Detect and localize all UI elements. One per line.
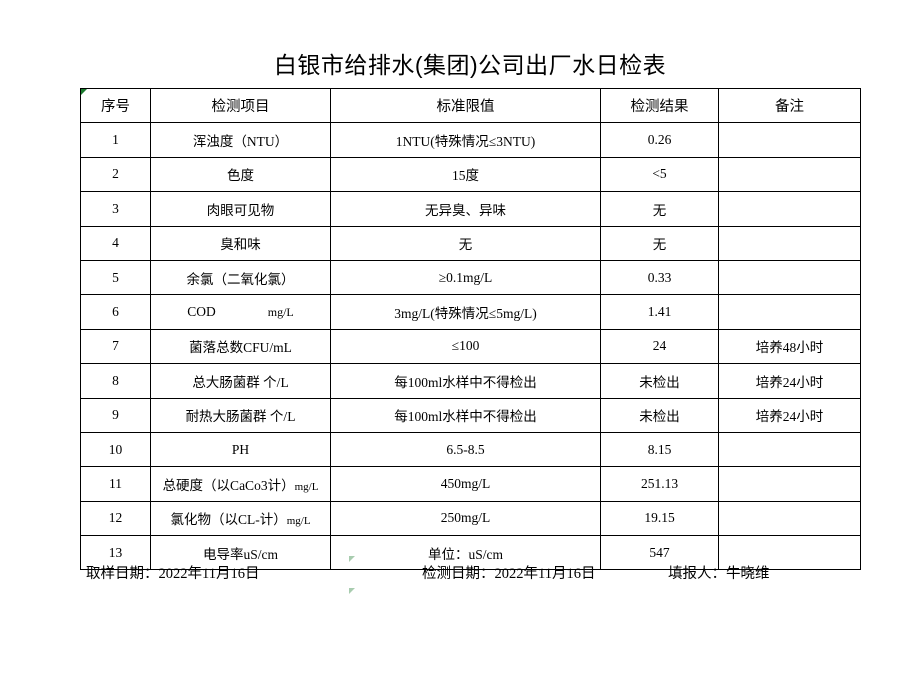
cell-result: 19.15 bbox=[600, 500, 719, 537]
table-row: 8 总大肠菌群 个/L 每100ml水样中不得检出 未检出 培养24小时 bbox=[80, 363, 861, 399]
table-row: 9 耐热大肠菌群 个/L 每100ml水样中不得检出 未检出 培养24小时 bbox=[80, 397, 861, 433]
table-header-row: 序号 检测项目 标准限值 检测结果 备注 bbox=[80, 87, 861, 124]
table-row: 12 氯化物（以CL-计）mg/L 250mg/L 19.15 bbox=[80, 500, 861, 537]
cell-result: 8.15 bbox=[600, 431, 719, 468]
daily-inspection-table-container: 序号 检测项目 标准限值 检测结果 备注 1 浑浊度（NTU） 1NTU(特殊情… bbox=[80, 87, 861, 571]
cell-note bbox=[718, 431, 861, 468]
cell-item: PH bbox=[150, 431, 331, 468]
cell-standard: 450mg/L bbox=[330, 466, 601, 502]
cell-item: 总硬度（以CaCo3计）mg/L bbox=[150, 466, 331, 502]
table-row: 4 臭和味 无 无 bbox=[80, 225, 861, 261]
cell-note bbox=[718, 259, 861, 296]
cell-no: 4 bbox=[80, 225, 151, 261]
cell-standard: 无异臭、异味 bbox=[330, 191, 601, 227]
cell-no: 2 bbox=[80, 156, 151, 193]
table-row: 3 肉眼可见物 无异臭、异味 无 bbox=[80, 191, 861, 227]
cell-standard: 3mg/L(特殊情况≤5mg/L) bbox=[330, 294, 601, 330]
cell-item: 电导率uS/cm bbox=[150, 535, 331, 571]
cell-item: 色度 bbox=[150, 156, 331, 193]
cell-item: 菌落总数CFU/mL bbox=[150, 328, 331, 365]
cell-standard: 250mg/L bbox=[330, 500, 601, 537]
table-row: 1 浑浊度（NTU） 1NTU(特殊情况≤3NTU) 0.26 bbox=[80, 122, 861, 158]
cell-standard: 每100ml水样中不得检出 bbox=[330, 363, 601, 399]
cell-result: 1.41 bbox=[600, 294, 719, 330]
cell-result: 24 bbox=[600, 328, 719, 365]
report-footer: 取样日期：2022年11月16日 检测日期：2022年11月16日 填报人：牛晓… bbox=[80, 562, 880, 586]
sample-date-label: 取样日期：2022年11月16日 bbox=[86, 566, 260, 582]
cell-note bbox=[718, 535, 861, 571]
cell-note: 培养24小时 bbox=[718, 397, 861, 433]
cell-no: 12 bbox=[80, 500, 151, 537]
column-header-no: 序号 bbox=[80, 87, 151, 124]
table-row: 13 电导率uS/cm 单位：uS/cm 547 bbox=[80, 535, 861, 571]
item-unit-text: mg/L bbox=[294, 480, 319, 493]
cell-result: 251.13 bbox=[600, 466, 719, 502]
cod-label: COD bbox=[187, 304, 216, 320]
cell-item: 浑浊度（NTU） bbox=[150, 122, 331, 158]
cell-no: 1 bbox=[80, 122, 151, 158]
cell-result: <5 bbox=[600, 156, 719, 193]
cell-result: 0.26 bbox=[600, 122, 719, 158]
cell-no: 8 bbox=[80, 363, 151, 399]
cell-item: 余氯（二氧化氯） bbox=[150, 259, 331, 296]
table-row: 6 COD mg/L 3mg/L(特殊情况≤5mg/L) 1.41 bbox=[80, 294, 861, 330]
cell-note bbox=[718, 466, 861, 502]
test-date-label: 检测日期：2022年11月16日 bbox=[422, 566, 596, 582]
item-main-text: 总硬度（以CaCo3计） bbox=[162, 477, 295, 493]
cell-item: 氯化物（以CL-计）mg/L bbox=[150, 500, 331, 537]
cell-item: 臭和味 bbox=[150, 225, 331, 261]
table-row: 2 色度 15度 <5 bbox=[80, 156, 861, 193]
cell-standard: 15度 bbox=[330, 156, 601, 193]
cell-note: 培养48小时 bbox=[718, 328, 861, 365]
item-unit-text: mg/L bbox=[286, 515, 311, 528]
page-title: 白银市给排水(集团)公司出厂水日检表 bbox=[273, 52, 667, 78]
reporter-label: 填报人：牛晓维 bbox=[668, 566, 770, 582]
cell-result: 无 bbox=[600, 191, 719, 227]
cell-result: 0.33 bbox=[600, 259, 719, 296]
cell-no: 7 bbox=[80, 328, 151, 365]
table-row: 7 菌落总数CFU/mL ≤100 24 培养48小时 bbox=[80, 328, 861, 365]
cell-standard: 1NTU(特殊情况≤3NTU) bbox=[330, 122, 601, 158]
cell-item: 总大肠菌群 个/L bbox=[150, 363, 331, 399]
cell-result: 未检出 bbox=[600, 397, 719, 433]
cell-no: 10 bbox=[80, 431, 151, 468]
cell-no: 11 bbox=[80, 466, 151, 502]
cell-standard: ≤100 bbox=[330, 328, 601, 365]
cell-item: 耐热大肠菌群 个/L bbox=[150, 397, 331, 433]
cell-note bbox=[718, 191, 861, 227]
table-row: 5 余氯（二氧化氯） ≥0.1mg/L 0.33 bbox=[80, 259, 861, 296]
cell-result: 547 bbox=[600, 535, 719, 571]
table-row: 10 PH 6.5-8.5 8.15 bbox=[80, 431, 861, 468]
item-main-text: 氯化物（以CL-计） bbox=[170, 512, 287, 528]
cell-no: 13 bbox=[80, 535, 151, 571]
cell-note bbox=[718, 122, 861, 158]
cell-no: 3 bbox=[80, 191, 151, 227]
column-header-result: 检测结果 bbox=[600, 87, 719, 124]
cell-item: COD mg/L bbox=[150, 294, 331, 330]
cell-item: 肉眼可见物 bbox=[150, 191, 331, 227]
cell-note bbox=[718, 225, 861, 261]
cell-no: 5 bbox=[80, 259, 151, 296]
daily-inspection-table: 序号 检测项目 标准限值 检测结果 备注 1 浑浊度（NTU） 1NTU(特殊情… bbox=[80, 87, 861, 571]
cell-result: 无 bbox=[600, 225, 719, 261]
column-header-note: 备注 bbox=[718, 87, 861, 124]
comment-marker-icon bbox=[349, 588, 355, 594]
cell-note bbox=[718, 156, 861, 193]
cod-unit: mg/L bbox=[267, 305, 294, 320]
column-header-standard: 标准限值 bbox=[330, 87, 601, 124]
cell-no: 6 bbox=[80, 294, 151, 330]
cell-standard: 6.5-8.5 bbox=[330, 431, 601, 468]
cell-standard: 无 bbox=[330, 225, 601, 261]
cell-no: 9 bbox=[80, 397, 151, 433]
cell-note bbox=[718, 294, 861, 330]
cell-result: 未检出 bbox=[600, 363, 719, 399]
cell-standard: 每100ml水样中不得检出 bbox=[330, 397, 601, 433]
table-row: 11 总硬度（以CaCo3计）mg/L 450mg/L 251.13 bbox=[80, 466, 861, 502]
cell-note: 培养24小时 bbox=[718, 363, 861, 399]
cell-standard: ≥0.1mg/L bbox=[330, 259, 601, 296]
cell-note bbox=[718, 500, 861, 537]
column-header-item: 检测项目 bbox=[150, 87, 331, 124]
